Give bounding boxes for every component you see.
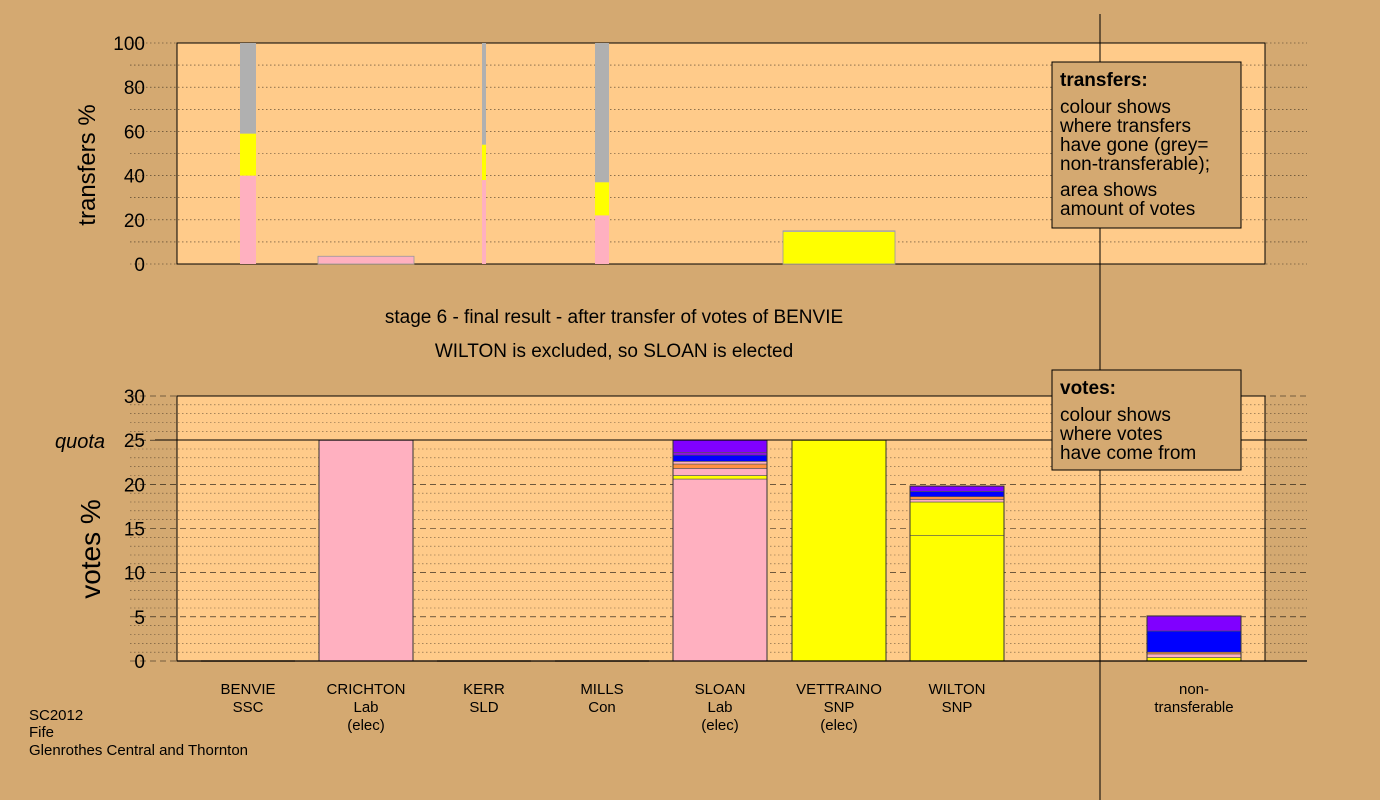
transfers-y-tick-label: 20: [124, 211, 145, 232]
candidate-status: (elec): [347, 717, 385, 734]
candidate-party: Lab: [707, 699, 732, 716]
transfer-segment-mills: [595, 43, 609, 183]
transfer-outline: [782, 230, 896, 265]
transfers-legend-title: transfers:: [1060, 70, 1148, 91]
vote-segment-sloan: [672, 461, 768, 465]
candidate-name: non-: [1179, 681, 1209, 698]
transfers-y-tick-label: 0: [134, 255, 145, 276]
transfer-segment-benvie: [240, 133, 256, 176]
votes-legend: votes: colour shows where votes have com…: [1051, 369, 1242, 471]
transfers-legend-line: colour shows: [1060, 97, 1171, 118]
vote-segment-sloan: [672, 475, 768, 480]
vote-segment-sloan: [672, 454, 768, 462]
transfer-outline: [317, 255, 415, 265]
vote-segment-crichton: [318, 439, 414, 662]
vote-segment-non-transferable: [1146, 615, 1242, 632]
candidate-party: SNP: [942, 699, 973, 716]
votes-legend-title: votes:: [1060, 378, 1116, 399]
transfer-segment-vettraino: [783, 231, 895, 264]
vote-segment-non-transferable: [1146, 653, 1242, 658]
candidate-party: SLD: [469, 699, 498, 716]
votes-y-tick-label: 20: [124, 475, 145, 496]
votes-legend-line: have come from: [1060, 443, 1196, 464]
stage-title: stage 6 - final result - after transfer …: [385, 307, 843, 328]
candidate-name: KERR: [463, 681, 505, 698]
transfers-legend-line: non-transferable);: [1060, 154, 1210, 175]
candidate-party: SNP: [824, 699, 855, 716]
candidate-name: CRICHTON: [327, 681, 406, 698]
candidate-party: Lab: [353, 699, 378, 716]
vote-segment-sloan: [672, 468, 768, 476]
transfer-segment-mills: [595, 215, 609, 264]
transfers-y-ticks: 0 20 40 60 80 100: [113, 34, 145, 276]
transfers-legend-line: where transfers: [1059, 116, 1191, 137]
candidate-name: BENVIE: [220, 681, 275, 698]
vote-segment-wilton: [909, 501, 1005, 536]
transfers-legend-line: amount of votes: [1060, 199, 1195, 220]
result-subtitle: WILTON is excluded, so SLOAN is elected: [435, 341, 793, 362]
votes-legend-line: where votes: [1059, 424, 1162, 445]
vote-segment-wilton: [909, 496, 1005, 500]
quota-label: quota: [55, 431, 105, 453]
vote-segment-sloan: [672, 439, 768, 453]
transfer-segment-kerr: [482, 144, 486, 181]
footer-council: Fife: [29, 724, 54, 741]
candidate-labels: BENVIE SSC CRICHTON Lab (elec) KERR SLD …: [220, 681, 1233, 734]
transfer-segment-crichton: [318, 256, 414, 264]
transfers-bars: [240, 43, 896, 265]
vote-segment-wilton: [909, 485, 1005, 492]
transfer-segment-benvie: [240, 175, 256, 264]
transfers-legend-line: have gone (grey=: [1060, 135, 1208, 156]
transfer-segment-mills: [595, 182, 609, 216]
footer-ward: Glenrothes Central and Thornton: [29, 742, 248, 759]
transfers-legend-line: area shows: [1060, 180, 1157, 201]
transfer-segment-benvie: [240, 43, 256, 134]
vote-segment-wilton: [909, 535, 1005, 662]
transfer-segment-kerr: [482, 43, 486, 145]
candidate-name: WILTON: [929, 681, 986, 698]
votes-bars: [177, 439, 1307, 662]
transfers-legend: transfers: colour shows where transfers …: [1051, 61, 1242, 229]
vote-segment-sloan: [672, 452, 768, 456]
transfers-y-tick-label: 80: [124, 78, 145, 99]
votes-y-tick-label: 10: [124, 564, 145, 585]
votes-y-tick-label: 25: [124, 431, 145, 452]
candidate-name: MILLS: [580, 681, 623, 698]
votes-y-tick-label: 0: [134, 652, 145, 673]
candidate-party: transferable: [1154, 699, 1233, 716]
candidate-status: (elec): [701, 717, 739, 734]
candidate-party: SSC: [233, 699, 264, 716]
votes-y-axis-label: votes %: [75, 499, 106, 599]
vote-segment-non-transferable: [1146, 630, 1242, 653]
candidate-name: SLOAN: [695, 681, 746, 698]
vote-segment-vettraino: [791, 439, 887, 662]
transfers-y-tick-label: 60: [124, 122, 145, 143]
candidate-name: VETTRAINO: [796, 681, 882, 698]
candidate-party: Con: [588, 699, 616, 716]
transfers-y-axis-label: transfers %: [74, 104, 101, 225]
candidate-status: (elec): [820, 717, 858, 734]
votes-y-tick-label: 30: [124, 387, 145, 408]
transfers-y-tick-label: 40: [124, 167, 145, 188]
votes-y-ticks: 0 5 10 15 20 25 30: [124, 387, 145, 673]
transfer-segment-kerr: [482, 180, 486, 264]
vote-segment-sloan: [672, 478, 768, 662]
votes-y-tick-label: 15: [124, 520, 145, 541]
transfers-y-tick-label: 100: [113, 34, 145, 55]
votes-legend-line: colour shows: [1060, 405, 1171, 426]
vote-segment-wilton: [909, 499, 1005, 503]
votes-y-tick-label: 5: [134, 608, 145, 629]
vote-segment-wilton: [909, 491, 1005, 497]
vote-segment-sloan: [672, 463, 768, 469]
footer-year: SC2012: [29, 707, 83, 724]
transfer-segment-vettraino: [783, 230, 895, 232]
